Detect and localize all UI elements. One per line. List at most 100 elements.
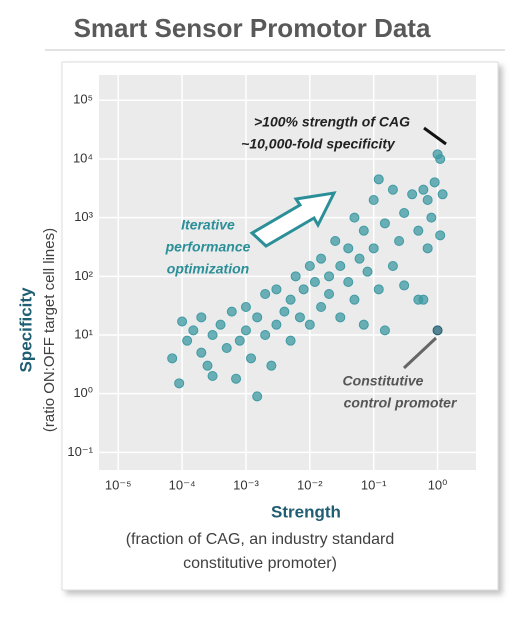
point [418,294,429,305]
point [304,260,315,271]
point [437,189,448,200]
point [215,319,226,330]
point [182,335,193,346]
point [373,284,384,295]
point [285,335,296,346]
point [435,230,446,241]
point [394,235,405,246]
point [271,319,282,330]
y-tick-label: 10³ [74,209,93,224]
point [358,225,369,236]
point [202,360,213,371]
point [196,312,207,323]
point [362,266,373,277]
point [422,243,433,254]
y-axis-label: Specificity [16,287,35,373]
x-tick-label: 10⁻¹ [361,477,387,492]
annotation: Iterative [181,217,235,233]
x-tick-label: 10⁻² [297,477,323,492]
point [418,184,429,195]
y-tick-label: 10² [74,268,93,283]
point [354,253,365,264]
point [343,277,354,288]
point [271,284,282,295]
point [246,353,257,364]
point [368,194,379,205]
x-axis-label: Strength [271,502,341,521]
point [304,319,315,330]
chart-title: Smart Sensor Promotor Data [74,13,431,43]
point [379,218,390,229]
point [285,294,296,305]
point [432,325,443,336]
point [240,325,251,336]
point [429,177,440,188]
point [422,194,433,205]
point [435,153,446,164]
point [387,260,398,271]
point [368,243,379,254]
point [266,360,277,371]
x-axis-sublabel: constitutive promoter) [183,555,337,572]
point [207,329,218,340]
point [324,288,335,299]
point [399,280,410,291]
y-tick-label: 10¹ [74,326,93,341]
annotation: Constitutive [343,373,424,389]
y-tick-label: 10⁻¹ [67,444,93,459]
point [260,288,271,299]
annotation: performance [165,239,251,255]
point [335,260,346,271]
point [294,312,305,323]
annotation: ~10,000-fold specificity [241,136,396,152]
point [298,284,309,295]
point [174,378,185,389]
point [343,243,354,254]
point [413,225,424,236]
point [279,306,290,317]
x-axis-sublabel: (fraction of CAG, an industry standard [126,531,395,548]
x-tick-label: 10⁻³ [233,477,259,492]
annotation: >100% strength of CAG [254,114,410,130]
point [234,335,245,346]
point [188,325,199,336]
point [316,253,327,264]
point [316,302,327,313]
point [167,353,178,364]
point [252,391,263,402]
point [177,316,188,327]
y-tick-label: 10⁴ [73,150,93,165]
point [349,212,360,223]
point [207,371,218,382]
point [407,189,418,200]
point [330,235,341,246]
point [379,325,390,336]
arrow [249,191,337,248]
pointer [402,336,438,370]
x-tick-label: 10⁰ [428,477,448,492]
point [373,174,384,185]
x-tick-label: 10⁻⁵ [105,477,132,492]
point [260,329,271,340]
plot-area [99,75,476,470]
y-tick-label: 10⁰ [73,385,93,400]
y-tick-label: 10⁵ [73,92,93,107]
point [231,373,242,384]
annotation: optimization [167,261,249,277]
point [426,212,437,223]
point [349,294,360,305]
annotation: control promoter [344,395,458,411]
point [221,343,232,354]
point [252,312,263,323]
y-axis-sublabel: (ratio ON:OFF target cell lines) [41,228,58,432]
point [335,312,346,323]
point [399,208,410,219]
pointer [423,126,447,146]
point [387,184,398,195]
point [290,271,301,282]
point [240,302,251,313]
point [324,271,335,282]
point [309,277,320,288]
point [196,347,207,358]
